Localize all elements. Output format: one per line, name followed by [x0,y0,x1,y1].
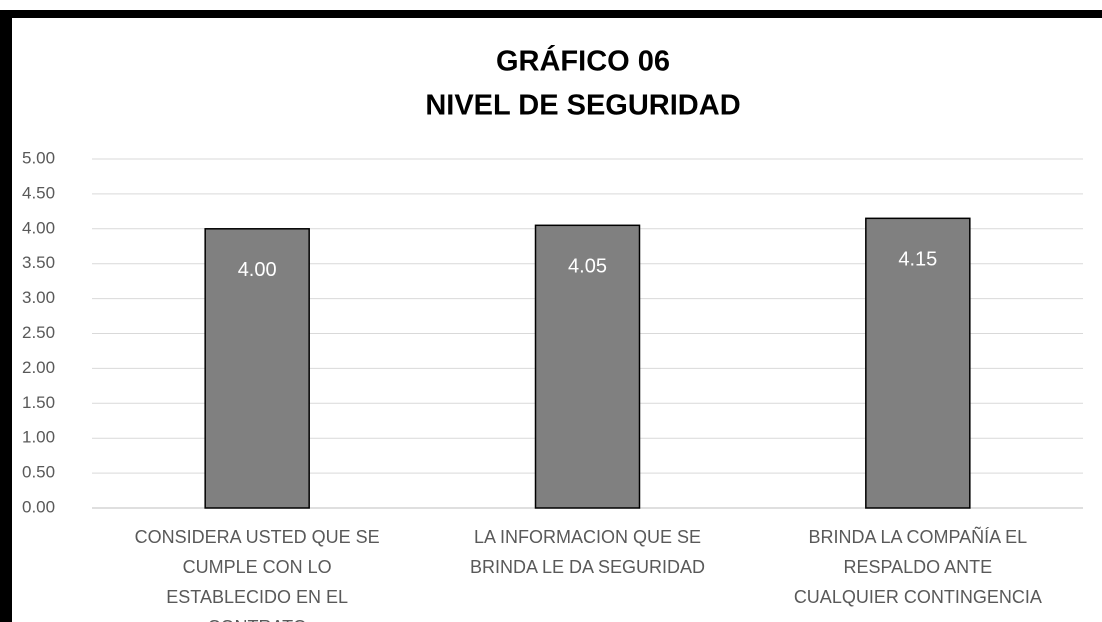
y-tick-label: 3.00 [22,288,55,307]
data-label: 4.00 [238,259,277,281]
y-tick-label: 2.50 [22,323,55,342]
y-tick-label: 4.50 [22,183,55,202]
x-tick-label: BRINDA LA COMPAÑÍA EL RESPALDO ANTE CUAL… [793,527,1042,607]
y-tick-label: 1.00 [22,428,55,447]
data-label: 4.05 [568,256,607,278]
bar [204,228,310,509]
chart-subtitle: NIVEL DE SEGURIDAD [425,90,740,122]
frame-top [0,10,1102,18]
data-label: 4.15 [898,249,937,271]
x-tick-label: LA INFORMACION QUE SE BRINDA LE DA SEGUR… [469,527,706,577]
y-tick-label: 1.50 [22,393,55,412]
y-tick-label: 4.00 [22,218,55,237]
x-tick-label: CONSIDERA USTED QUE SE CUMPLE CON LO EST… [134,527,380,622]
y-tick-label: 2.00 [22,358,55,377]
y-tick-label: 0.50 [22,463,55,482]
frame-left [0,10,12,622]
chart-title: GRÁFICO 06 [496,44,670,78]
y-tick-label: 5.00 [22,148,55,167]
y-tick-label: 0.00 [22,497,55,516]
bar [534,224,641,509]
bar [865,217,971,509]
y-tick-label: 3.50 [22,253,55,272]
